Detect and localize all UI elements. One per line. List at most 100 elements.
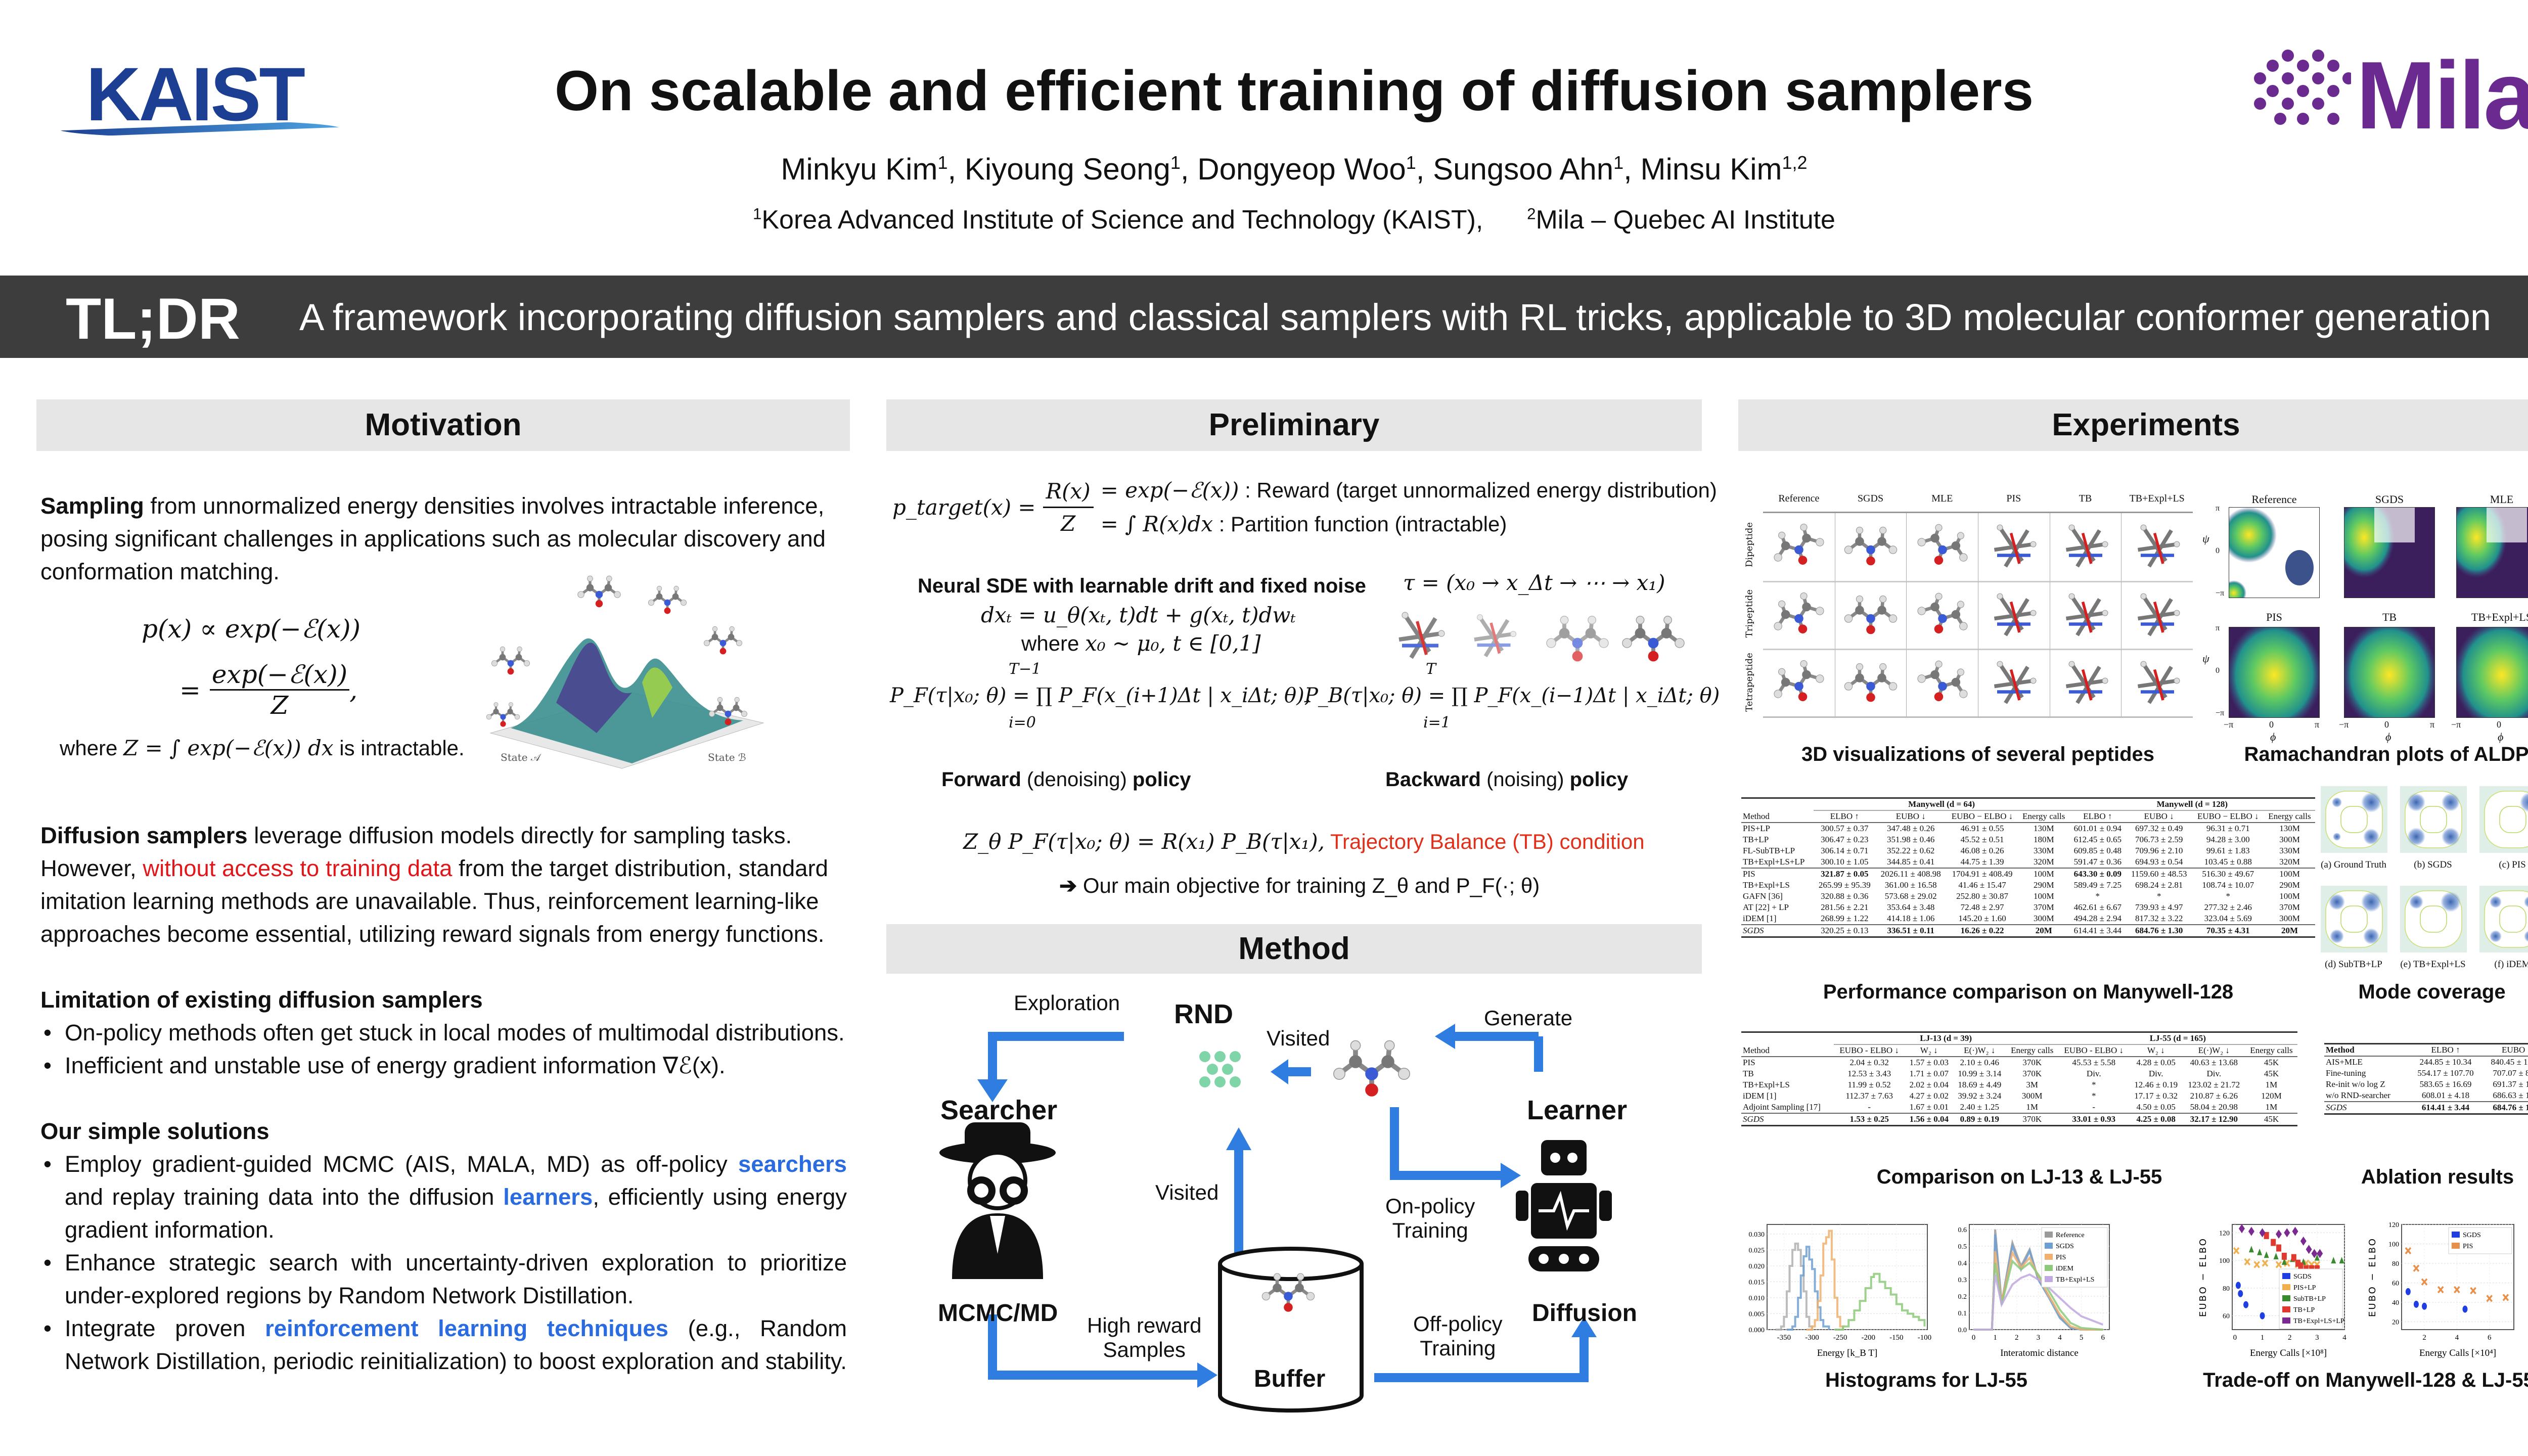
peptide-cell [1834,581,1907,649]
y-tick-label: 0.5 [1958,1243,1967,1251]
y-tick-label: 80 [2223,1285,2230,1293]
y-axis-label: EUBO − ELBO [2198,1237,2208,1317]
target-distribution-equation: p_target(x) = R(x) Z = exp(−ℰ(x)) : Rewa… [892,478,1717,536]
table-cell: 300.10 ± 1.05 [1821,857,1869,867]
x-tick-label: -300 [1805,1334,1819,1342]
data-point-tb-expl-ls-lp [2292,1226,2298,1236]
table-cell: 698.24 ± 2.81 [2135,880,2183,890]
table-cell: 300M [2021,1091,2043,1101]
table-cell: 180M [2033,835,2054,844]
visited-molecule-icon [1334,1040,1410,1096]
table-column-header: EUBO ↓ [2126,810,2192,823]
x-tick-label: -350 [1777,1334,1791,1342]
table-cell: 3M [2026,1080,2039,1089]
data-point-pis [2502,1294,2509,1301]
table-cell: 817.32 ± 3.22 [2135,914,2183,923]
energy-normalized-equation: = exp(−ℰ(x)) Z , [179,660,358,720]
data-point-sgds [2405,1288,2411,1295]
data-point-pis-lp [2262,1259,2269,1267]
data-point-pis [2413,1264,2420,1272]
table-cell: 120M [2261,1091,2282,1101]
data-point-sgds [2413,1300,2419,1308]
table-cell: 330M [2033,846,2054,855]
table-cell: 100M [2033,891,2054,901]
legend-label: SGDS [2056,1243,2074,1250]
y-tick-label: 100 [2219,1257,2230,1265]
table-cell: 11.99 ± 0.52 [1847,1080,1891,1089]
legend-swatch [2282,1317,2290,1324]
table-cell: 2.02 ± 0.04 [1909,1080,1949,1089]
data-point-tb-expl-ls-lp [2276,1230,2282,1239]
data-point-sgds [2422,1302,2427,1310]
table-cell: 320M [2279,857,2300,867]
learner-label: Learner [1527,1095,1628,1125]
buffer-cylinder-icon [1218,1247,1364,1413]
y-tick-label: 0.2 [1958,1293,1967,1301]
legend-swatch [2045,1276,2053,1282]
table-cell: 16.26 ± 0.22 [1946,924,2018,938]
table-cell: 2.40 ± 1.25 [1960,1102,1999,1112]
series-line-sgds [1786,1246,1830,1331]
section-header-preliminary: Preliminary [886,399,1702,451]
table-cell: 45.52 ± 0.51 [1960,835,2004,844]
ramachandran-panel-title: SGDS [2375,493,2404,506]
peptide-row-label: Tetrapeptide [1744,653,1755,712]
peptide-cell [1834,649,1907,716]
manywell-caption: Performance comparison on Manywell-128 [1823,981,2234,1003]
off-policy-training-label: Off-policy Training [1413,1312,1503,1360]
table-cell: 739.93 ± 4.97 [2135,902,2183,912]
table-cell: FL-SubTB+LP [1743,846,1795,855]
y-tick-label: 100 [2388,1241,2399,1249]
y-tick-label: 0.015 [1749,1279,1765,1286]
data-point-tb-expl-ls-lp [2311,1249,2318,1258]
y-tick-label: 0.0 [1958,1327,1967,1334]
table-column-header: ELBO ↑ [2408,1043,2483,1057]
y-tick-label: 0.3 [1958,1277,1967,1284]
data-point-subtb-lp [2314,1254,2320,1261]
rnd-label: RND [1174,999,1233,1029]
ramachandran-plots: Reference SGDS MLE PIS −π 0 π ϕ TB −π 0 π ϕ TB+Expl+L… [2202,493,2528,743]
partition-intractable-note: where Z = ∫ exp(−ℰ(x)) dx is intractable… [60,736,465,760]
ramachandran-heatmap [2229,627,2320,718]
legend-label: TB+LP [2293,1306,2315,1314]
peptide-cell [1763,649,1835,716]
table-cell: 281.56 ± 2.21 [1821,902,1869,912]
energy-proportional-equation: p(x) ∝ exp(−ℰ(x)) [142,614,361,644]
table-column-header: Method [1741,810,1814,823]
legend-label: Reference [2056,1232,2085,1239]
author-list: Minkyu Kim1, Kiyoung Seong1, Dongyeop Wo… [781,152,1808,186]
on-policy-arrow [1390,1107,1503,1180]
tldr-label: TL;DR [66,287,240,351]
legend-label: TB+Expl+LS [2056,1276,2094,1284]
table-cell: 103.45 ± 0.88 [2204,857,2252,867]
ramachandran-y-tick: −π [2216,709,2225,717]
table-cell: AIS+MLE [2326,1057,2363,1067]
table-cell: 370K [2006,1113,2058,1126]
peptide-cell [2121,513,2193,581]
table-column-header: ELBO ↑ [1814,810,1876,823]
peptide-column-label: SGDS [1857,493,1884,504]
table-cell: iDEM [1] [1743,1091,1777,1101]
table-cell: 494.28 ± 2.94 [2073,914,2121,923]
ramachandran-heatmap [2229,507,2320,598]
exploration-label: Exploration [1014,991,1120,1015]
data-point-sgds [2462,1305,2468,1313]
data-point-tb-lp [2298,1262,2304,1270]
table-cell: 1.57 ± 0.03 [1909,1058,1949,1067]
y-tick-label: 0.1 [1958,1310,1967,1317]
mila-dots-icon [2254,50,2351,125]
ramachandran-panel-title: TB [2382,611,2397,623]
x-tick-label: 5 [2080,1334,2084,1342]
motivation-intro: Sampling from unnormalized energy densit… [40,493,826,584]
table-cell: 41.46 ± 15.47 [1958,880,2006,890]
rnd-network-icon [1199,1051,1241,1087]
table-row: Adjoint Sampling [17] - 1.67 ± 0.01 2.40 ± … [1741,1102,2297,1113]
table-cell: 347.48 ± 0.26 [1887,824,1935,833]
table-cell: 686.63 ± 1.32 [2493,1090,2528,1100]
visited-mid-label: Visited [1155,1180,1219,1204]
table-cell: 320M [2033,857,2054,867]
energy-histogram-chart: 0.000 0.005 0.010 0.015 0.020 0.025 0.030 -350 -… [1749,1224,1931,1358]
molecule-icon [2058,658,2113,709]
mode-coverage-label: (d) SubTB+LP [2325,959,2382,970]
